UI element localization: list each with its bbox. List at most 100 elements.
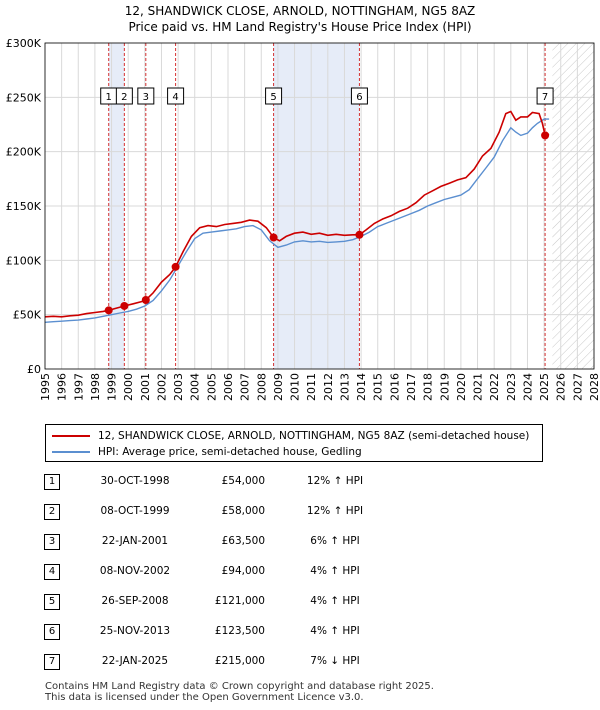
x-tick-label: 2019 [438,373,451,401]
sale-hpi-diff: 12% ↑ HPI [306,475,364,487]
x-tick-label: 1997 [72,373,85,401]
sale-point [120,301,129,310]
footer-copyright: Contains HM Land Registry data © Crown c… [45,681,434,692]
x-tick-label: 2002 [155,373,168,401]
x-tick-label: 2011 [305,373,318,401]
table-row: 1 30-OCT-1998 £54,000 12% ↑ HPI [40,470,420,492]
sale-marker-box [350,87,368,105]
legend-swatch-property [52,435,90,437]
x-tick-label: 2021 [472,373,485,401]
x-tick-label: 2023 [505,373,518,401]
hpi-line [44,118,550,323]
chart-subtitle: Price paid vs. HM Land Registry's House … [128,20,471,34]
sale-point [104,306,113,315]
table-row: 7 22-JAN-2025 £215,000 7% ↓ HPI [40,650,420,672]
sale-price: £63,500 [221,535,265,547]
y-tick-label: £50K [13,309,42,322]
x-tick-label: 2027 [571,373,584,401]
x-tick-label: 2022 [488,373,501,401]
sale-date: 22-JAN-2025 [101,655,169,667]
y-tick-label: £200K [6,146,42,159]
x-tick-label: 2017 [405,373,418,401]
y-tick-label: £0 [27,363,41,376]
sale-hpi-diff: 12% ↑ HPI [306,505,364,517]
sale-date: 22-JAN-2001 [101,535,169,547]
sale-number: 5 [44,594,60,610]
price-chart: 12, SHANDWICK CLOSE, ARNOLD, NOTTINGHAM,… [6,4,600,401]
x-tick-label: 2013 [338,373,351,401]
sale-point [269,233,278,242]
sale-marker-number: 1 [106,92,112,103]
sale-hpi-diff: 4% ↑ HPI [310,625,360,637]
sale-date: 08-NOV-2002 [99,565,171,577]
sale-marker-box [115,87,133,105]
y-tick-label: £150K [6,200,42,213]
sale-date: 30-OCT-1998 [100,475,170,487]
property-price-line [44,110,550,318]
chart-title: 12, SHANDWICK CLOSE, ARNOLD, NOTTINGHAM,… [125,4,476,18]
sale-point [171,262,180,271]
x-tick-label: 2000 [122,373,135,401]
sale-marker-number: 7 [542,92,548,103]
table-row: 5 26-SEP-2008 £121,000 4% ↑ HPI [40,590,420,612]
x-tick-label: 2028 [588,373,600,401]
legend-item-property: 12, SHANDWICK CLOSE, ARNOLD, NOTTINGHAM,… [52,428,529,444]
x-tick-label: 2009 [272,373,285,401]
sale-number: 2 [44,504,60,520]
sale-price: £121,000 [214,595,265,607]
table-row: 6 25-NOV-2013 £123,500 4% ↑ HPI [40,620,420,642]
table-row: 3 22-JAN-2001 £63,500 6% ↑ HPI [40,530,420,552]
legend-label-hpi: HPI: Average price, semi-detached house,… [98,446,362,458]
plot-frame [44,42,595,370]
legend-item-hpi: HPI: Average price, semi-detached house,… [52,444,362,460]
sale-marker-number: 3 [143,92,149,103]
sale-date: 08-OCT-1999 [100,505,170,517]
legend-label-property: 12, SHANDWICK CLOSE, ARNOLD, NOTTINGHAM,… [98,430,530,442]
sale-hpi-diff: 4% ↑ HPI [310,595,360,607]
x-tick-label: 2001 [139,373,152,401]
legend: 12, SHANDWICK CLOSE, ARNOLD, NOTTINGHAM,… [45,424,543,462]
y-tick-label: £100K [6,254,42,267]
x-tick-label: 2006 [222,373,235,401]
sale-date: 26-SEP-2008 [101,595,169,607]
sale-marker-number: 6 [356,92,362,103]
x-tick-label: 2005 [205,373,218,401]
sale-marker-box [265,87,283,105]
sale-point [141,295,150,304]
sale-hpi-diff: 7% ↓ HPI [310,655,360,667]
x-tick-label: 1999 [106,373,119,401]
x-tick-label: 2026 [555,373,568,401]
sale-point [355,230,364,239]
sale-hpi-diff: 4% ↑ HPI [310,565,360,577]
sale-number: 4 [44,564,60,580]
sale-marker-number: 2 [121,92,127,103]
y-tick-label: £300K [6,37,42,50]
x-tick-label: 2025 [538,373,551,401]
sale-price: £215,000 [214,655,265,667]
sale-hpi-diff: 6% ↑ HPI [310,535,360,547]
x-tick-label: 2007 [239,373,252,401]
x-tick-label: 2024 [521,373,534,401]
sale-price: £54,000 [221,475,265,487]
sale-number: 3 [44,534,60,550]
table-row: 4 08-NOV-2002 £94,000 4% ↑ HPI [40,560,420,582]
sale-marker-box [167,87,185,105]
sale-number: 1 [44,474,60,490]
x-tick-label: 2016 [388,373,401,401]
x-tick-label: 1995 [39,373,52,401]
legend-swatch-hpi [52,451,90,453]
footer-licence: This data is licensed under the Open Gov… [45,692,364,703]
table-row: 2 08-OCT-1999 £58,000 12% ↑ HPI [40,500,420,522]
sale-marker-number: 4 [172,92,178,103]
sale-price: £94,000 [221,565,265,577]
sale-price: £123,500 [214,625,265,637]
sale-marker-box [137,87,155,105]
sale-price: £58,000 [221,505,265,517]
sale-marker-box [536,87,554,105]
x-tick-label: 2012 [322,373,335,401]
footer: Contains HM Land Registry data © Crown c… [45,681,434,703]
x-tick-label: 2008 [255,373,268,401]
x-tick-label: 2003 [172,373,185,401]
x-tick-label: 2015 [372,373,385,401]
x-tick-label: 2010 [289,373,302,401]
